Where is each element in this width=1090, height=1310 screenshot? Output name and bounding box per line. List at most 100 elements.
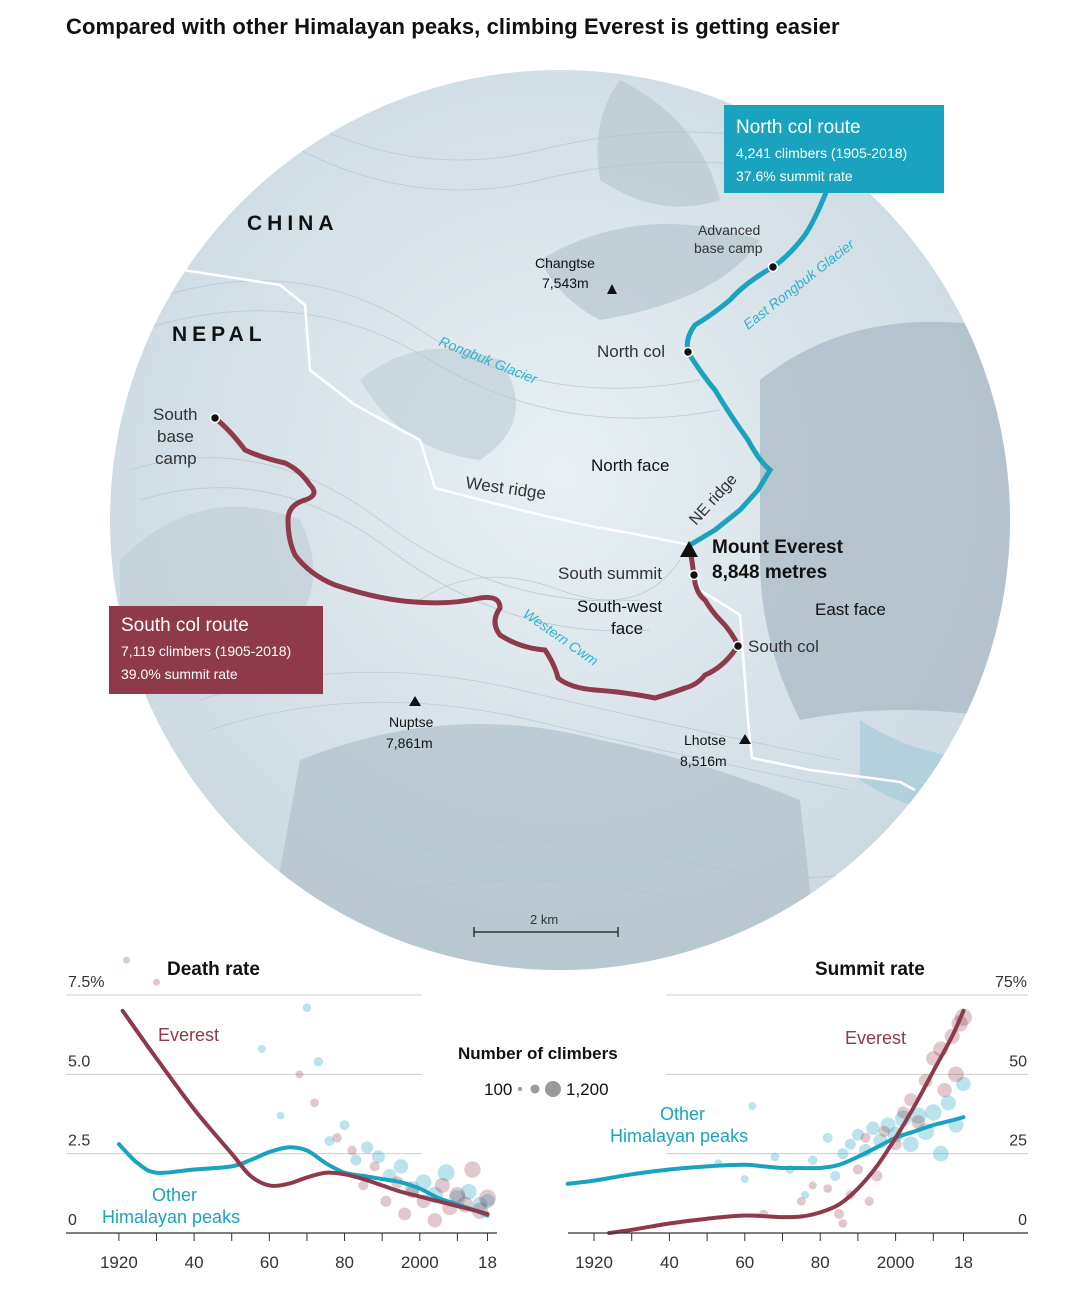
y-tick-label: 25 — [1009, 1133, 1027, 1150]
triangle-icon — [739, 734, 751, 744]
y-tick-label: 75% — [995, 974, 1027, 991]
summit-chart-scatter — [714, 1008, 972, 1228]
south-route-title: South col route — [121, 615, 249, 636]
peak-nuptse-name: Nuptse — [389, 714, 434, 730]
scatter-point-everest — [823, 1184, 833, 1193]
advanced-base-camp-dot — [767, 261, 779, 273]
scatter-point-everest — [897, 1106, 910, 1119]
scatter-point-everest — [295, 1070, 304, 1079]
scatter-point-other — [257, 1044, 266, 1053]
north-route-title: North col route — [736, 117, 861, 138]
peak-changtse-name: Changtse — [535, 255, 595, 271]
scatter-point-other — [940, 1095, 956, 1111]
death-series-label-everest: Everest — [158, 1025, 219, 1045]
scatter-point-everest — [464, 1161, 481, 1178]
summit-series-label-everest: Everest — [845, 1028, 906, 1048]
north-route-rate: 37.6% summit rate — [736, 168, 853, 184]
south-col-dot — [732, 640, 744, 652]
scatter-point-other — [324, 1135, 335, 1146]
feature-sw-face-2: face — [611, 619, 643, 638]
scatter-point-everest — [332, 1133, 342, 1143]
scatter-point-other — [276, 1111, 285, 1120]
summit-series-label-other-1: Other — [660, 1104, 705, 1124]
death-chart-lines — [116, 1008, 490, 1218]
feature-east-face: East face — [815, 600, 886, 619]
death-series-label-other-2: Himalayan peaks — [102, 1207, 240, 1227]
scatter-point-everest — [449, 1187, 466, 1203]
north-col-route-line — [684, 187, 830, 548]
scatter-point-everest — [808, 1181, 817, 1190]
country-label-nepal: NEPAL — [172, 323, 267, 346]
scatter-point-other — [415, 1174, 432, 1191]
legend-large-circle — [545, 1081, 561, 1097]
scatter-point-everest — [369, 1161, 380, 1172]
legend-min-label: 100 — [484, 1080, 512, 1099]
scatter-point-everest — [796, 1196, 806, 1206]
summit-chart-lines — [565, 1008, 966, 1235]
north-col-dot — [682, 346, 694, 358]
scatter-point-other — [393, 1159, 409, 1174]
country-label-china: CHINA — [247, 212, 339, 235]
legend-max-label: 1,200 — [566, 1080, 609, 1099]
y-tick-label: 0 — [68, 1212, 77, 1229]
y-tick-label: 5.0 — [68, 1053, 90, 1070]
north-col-route-box: North col route 4,241 climbers (1905-201… — [724, 105, 944, 193]
everest-summit-icon — [680, 541, 698, 557]
place-advanced-base-camp-2: base camp — [694, 240, 763, 256]
legend-medium-circle — [530, 1084, 540, 1094]
x-tick-label: 40 — [660, 1253, 679, 1272]
x-tick-label: 1920 — [575, 1253, 613, 1272]
scatter-point-other — [460, 1183, 477, 1200]
scatter-point-other — [437, 1164, 455, 1182]
scatter-point-other — [956, 1076, 971, 1092]
peak-lhotse-height: 8,516m — [680, 753, 727, 769]
series-line-other-himalayan-peaks — [116, 1142, 490, 1218]
scatter-point-everest — [347, 1145, 357, 1156]
scatter-point-other — [480, 1194, 495, 1209]
scatter-point-everest — [911, 1115, 926, 1129]
series-line-everest — [607, 1008, 966, 1235]
scatter-point-everest — [852, 1164, 863, 1175]
y-tick-label: 2.5 — [68, 1133, 90, 1150]
scatter-point-other — [371, 1150, 385, 1164]
south-route-rate: 39.0% summit rate — [121, 666, 238, 682]
peak-everest-name: Mount Everest — [712, 537, 844, 558]
scatter-point-other — [844, 1138, 856, 1150]
scatter-point-other — [313, 1056, 323, 1067]
scatter-point-other — [822, 1132, 833, 1143]
summit-chart-title: Summit rate — [815, 959, 925, 980]
death-chart-title: Death rate — [167, 959, 260, 980]
x-tick-label: 40 — [185, 1253, 204, 1272]
scale-bar-label: 2 km — [530, 912, 558, 927]
place-south-col: South col — [748, 637, 819, 656]
scatter-point-everest — [380, 1195, 392, 1207]
place-advanced-base-camp-1: Advanced — [698, 222, 760, 238]
scatter-point-everest — [434, 1177, 450, 1193]
scatter-point-everest — [878, 1125, 890, 1137]
scatter-point-everest — [904, 1093, 918, 1107]
scatter-point-other — [910, 1107, 927, 1124]
scatter-point-everest — [310, 1098, 319, 1108]
summit-chart-x-axis: 1920 40 60 80 2000 18 — [568, 1232, 1028, 1272]
summit-rate-chart: Summit rate 75% 50 25 0 1920 40 60 80 2000 18 Ev… — [565, 959, 1028, 1272]
x-tick-label: 80 — [335, 1253, 354, 1272]
south-col-route-box: South col route 7,119 climbers (1905-201… — [109, 606, 323, 694]
legend-title: Number of climbers — [458, 1044, 618, 1063]
y-tick-label: 7.5% — [68, 974, 104, 991]
national-border — [110, 263, 916, 792]
series-line-everest — [120, 1008, 490, 1216]
north-route-climbers: 4,241 climbers (1905-2018) — [736, 145, 907, 161]
scatter-point-other — [350, 1154, 362, 1166]
y-tick-label: 0 — [1018, 1212, 1027, 1229]
scatter-point-other — [748, 1102, 757, 1111]
scatter-point-other — [807, 1155, 818, 1165]
x-tick-label: 60 — [260, 1253, 279, 1272]
scatter-point-everest — [478, 1189, 496, 1207]
x-tick-label: 18 — [478, 1253, 497, 1272]
climbers-size-legend: Number of climbers 100 1,200 — [458, 1044, 618, 1099]
south-col-route-line — [212, 415, 741, 701]
place-north-col: North col — [597, 342, 665, 361]
legend-small-circle — [518, 1087, 522, 1091]
scatter-point-everest — [864, 1196, 874, 1206]
peak-everest-height: 8,848 metres — [712, 562, 827, 583]
